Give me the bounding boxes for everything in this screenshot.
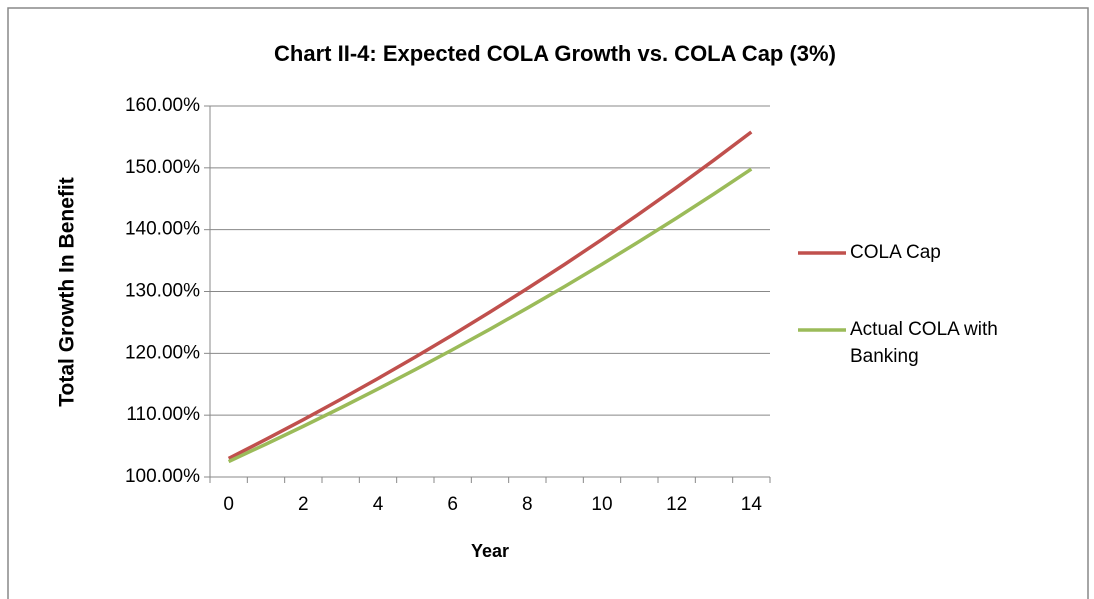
x-tick-label: 12 <box>666 494 687 515</box>
y-tick-label: 130.00% <box>125 281 200 302</box>
chart-title: Chart II-4: Expected COLA Growth vs. COL… <box>274 41 836 66</box>
x-tick-label: 4 <box>373 494 384 515</box>
y-tick-label: 120.00% <box>125 342 200 363</box>
x-tick-label: 2 <box>298 494 309 515</box>
series-line <box>227 130 753 461</box>
x-tick-label: 8 <box>522 494 533 515</box>
legend-label: Actual COLA with Banking <box>850 319 998 367</box>
x-axis-title: Year <box>471 541 509 561</box>
y-tick-label: 160.00% <box>125 95 200 116</box>
legend-label: COLA Cap <box>850 242 941 263</box>
x-tick-label: 10 <box>591 494 612 515</box>
y-tick-label: 100.00% <box>125 466 200 487</box>
y-tick-label: 150.00% <box>125 157 200 178</box>
x-tick-label: 0 <box>223 494 234 515</box>
x-tick-label: 6 <box>447 494 458 515</box>
y-tick-label: 110.00% <box>126 404 200 425</box>
x-tick-label: 14 <box>741 494 763 515</box>
y-axis-title: Total Growth In Benefit <box>56 177 79 406</box>
y-tick-label: 140.00% <box>125 219 200 240</box>
series-line <box>227 167 753 464</box>
